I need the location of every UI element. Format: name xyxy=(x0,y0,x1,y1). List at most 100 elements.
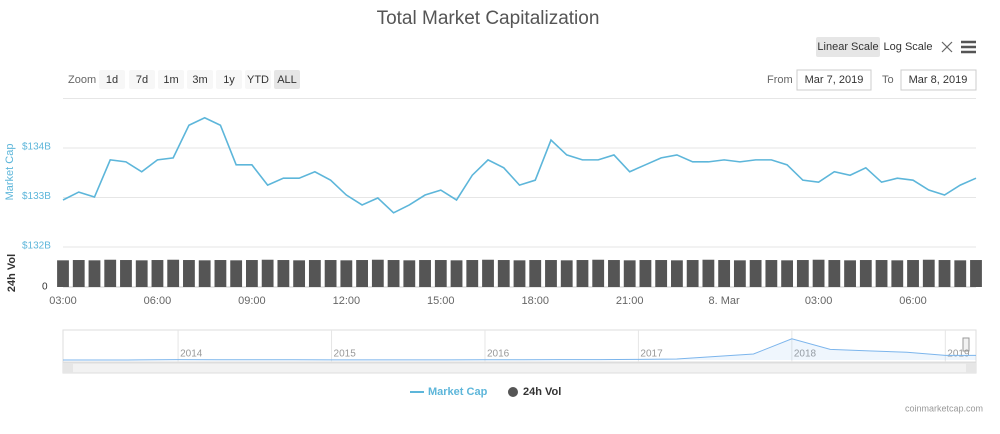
volume-bar xyxy=(450,260,463,287)
volume-bar xyxy=(733,260,746,287)
range-button[interactable] xyxy=(274,70,300,89)
volume-bar xyxy=(828,260,841,287)
navigator-tick-label: 2018 xyxy=(794,349,817,360)
legend-label[interactable]: Market Cap xyxy=(428,386,488,398)
volume-bar xyxy=(497,260,510,287)
y-tick-label: $133B xyxy=(22,191,51,202)
to-input[interactable] xyxy=(900,69,977,91)
range-button[interactable] xyxy=(245,70,271,89)
volume-bar xyxy=(844,260,856,287)
volume-bar xyxy=(230,260,243,287)
volume-bar xyxy=(88,260,101,287)
chart-title: Total Market Capitalization xyxy=(377,8,600,29)
y-tick-label: $132B xyxy=(22,241,51,252)
x-tick-label: 09:00 xyxy=(238,295,266,307)
range-button-label[interactable]: YTD xyxy=(247,74,269,86)
to-label: To xyxy=(882,74,894,86)
volume-bar xyxy=(608,260,620,287)
volume-bar xyxy=(686,260,699,287)
x-tick-label: 12:00 xyxy=(333,295,361,307)
from-date[interactable]: Mar 7, 2019 xyxy=(805,74,864,86)
volume-bar xyxy=(151,260,164,287)
to-date[interactable]: Mar 8, 2019 xyxy=(909,74,968,86)
range-button-label[interactable]: 3m xyxy=(192,74,207,86)
range-button-label[interactable]: 1m xyxy=(163,74,178,86)
market-cap-line xyxy=(62,116,977,214)
legend-dot[interactable] xyxy=(508,387,518,397)
volume-bar xyxy=(403,260,416,287)
x-tick-label: 06:00 xyxy=(899,295,927,307)
x-tick-label: 8. Mar xyxy=(709,295,741,307)
menu-icon[interactable] xyxy=(961,40,976,54)
volume-bar xyxy=(545,260,557,287)
volume-bar xyxy=(419,260,431,287)
volume-bar xyxy=(796,260,809,287)
volume-bar xyxy=(387,260,400,287)
scroll-left[interactable] xyxy=(63,363,73,373)
volume-bar xyxy=(135,260,148,287)
x-tick-label: 03:00 xyxy=(805,295,833,307)
volume-bar xyxy=(183,260,195,287)
x-tick-label: 03:00 xyxy=(49,295,77,307)
scale-button-label[interactable]: Linear Scale xyxy=(817,41,878,53)
navigator-tick-label: 2017 xyxy=(640,349,663,360)
volume-bar xyxy=(434,260,447,287)
navigator-tick-label: 2016 xyxy=(487,349,510,360)
volume-bar xyxy=(765,260,778,287)
volume-bar xyxy=(671,260,683,287)
volume-bar xyxy=(104,259,117,287)
volume-bar xyxy=(875,260,888,287)
fullscreen-icon[interactable] xyxy=(941,41,953,53)
range-button[interactable] xyxy=(158,70,184,89)
volume-bar xyxy=(938,260,951,287)
volume-bar xyxy=(214,260,227,287)
volume-bar xyxy=(623,260,636,287)
volume-bar xyxy=(970,260,982,287)
range-button-label[interactable]: 1y xyxy=(223,74,235,86)
zoom-label: Zoom xyxy=(68,74,96,86)
range-button[interactable] xyxy=(216,70,242,89)
volume-bar xyxy=(891,260,904,287)
volume-bar xyxy=(781,260,794,287)
volume-bar xyxy=(167,259,180,287)
x-tick-label: 06:00 xyxy=(144,295,172,307)
volume-bar xyxy=(198,260,211,287)
navigator-line xyxy=(63,338,976,361)
y-tick-label: $134B xyxy=(22,142,51,153)
legend-label[interactable]: 24h Vol xyxy=(523,386,561,398)
range-button-label[interactable]: ALL xyxy=(277,74,297,86)
volume-bar xyxy=(702,259,715,287)
x-tick-label: 18:00 xyxy=(521,295,549,307)
volume-bar xyxy=(466,260,479,287)
scroll-right[interactable] xyxy=(966,363,976,373)
volume-bar xyxy=(639,260,652,287)
volume-bar xyxy=(261,259,274,287)
range-button[interactable] xyxy=(187,70,213,89)
range-button-label[interactable]: 1d xyxy=(106,74,118,86)
volume-bar xyxy=(356,260,368,287)
volume-bar xyxy=(655,260,668,287)
navigator-tick-label: 2019 xyxy=(947,349,970,360)
volume-bar xyxy=(576,260,589,287)
navigator-frame xyxy=(62,329,977,363)
scale-button[interactable] xyxy=(816,37,880,57)
volume-bar xyxy=(859,260,872,287)
range-button-label[interactable]: 7d xyxy=(136,74,148,86)
credit: coinmarketcap.com xyxy=(905,403,983,413)
volume-bar xyxy=(245,260,258,287)
from-input[interactable] xyxy=(796,69,872,91)
volume-bar xyxy=(293,260,306,287)
range-button[interactable] xyxy=(99,70,125,89)
from-label: From xyxy=(767,74,793,86)
volume-bar xyxy=(922,259,935,287)
navigator-handle[interactable] xyxy=(962,337,970,352)
x-tick-label: 21:00 xyxy=(616,295,644,307)
range-button[interactable] xyxy=(129,70,155,89)
navigator-tick-label: 2015 xyxy=(334,349,357,360)
scrollbar[interactable] xyxy=(62,362,977,374)
volume-bar xyxy=(308,260,321,287)
volume-bar xyxy=(482,259,494,287)
volume-bar xyxy=(560,260,573,287)
scale-button-label[interactable]: Log Scale xyxy=(884,41,933,53)
